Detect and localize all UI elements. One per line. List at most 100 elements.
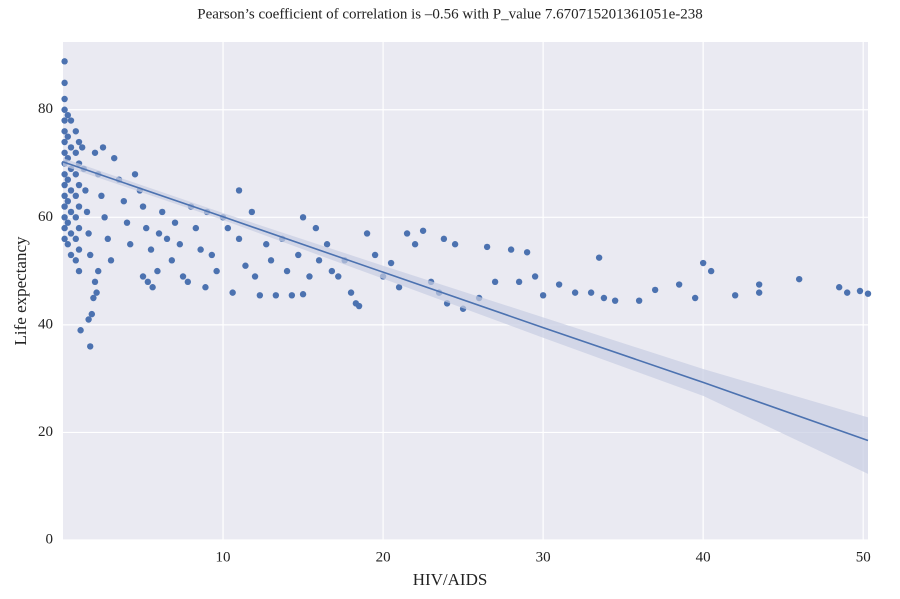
data-point (64, 197, 72, 205)
data-point (72, 214, 80, 221)
data-point (242, 262, 249, 269)
data-point (328, 267, 336, 275)
data-point (163, 235, 171, 243)
data-point (600, 294, 608, 302)
data-point (61, 149, 68, 156)
data-point (149, 284, 156, 291)
data-point (507, 246, 515, 253)
data-point (587, 289, 595, 296)
data-point (755, 289, 763, 296)
data-point (75, 267, 83, 275)
data-point (91, 149, 99, 156)
data-point (64, 241, 72, 248)
data-point (72, 171, 80, 178)
data-point (67, 251, 75, 259)
data-point (707, 267, 715, 275)
data-point (111, 154, 118, 162)
data-point (79, 144, 86, 151)
data-point (61, 235, 68, 243)
data-point (208, 251, 216, 259)
data-point (229, 289, 236, 296)
data-point (555, 281, 563, 288)
data-point (61, 128, 68, 135)
data-point (61, 106, 68, 113)
data-point (387, 259, 395, 267)
data-point (176, 241, 184, 248)
data-point (87, 343, 94, 350)
data-point (67, 208, 75, 216)
data-point (61, 171, 68, 178)
data-point (168, 257, 176, 264)
data-point (419, 227, 427, 234)
data-point (93, 289, 100, 296)
data-point (288, 292, 296, 299)
data-point (72, 257, 80, 264)
data-point (306, 273, 313, 280)
data-point (98, 192, 105, 200)
data-point (85, 230, 92, 237)
data-point (61, 224, 68, 232)
x-tick-label: 20 (376, 549, 391, 565)
data-point (731, 292, 739, 299)
data-point (523, 249, 531, 256)
data-point (315, 257, 323, 264)
data-point (61, 58, 68, 65)
data-point (72, 235, 80, 243)
data-point (159, 208, 166, 216)
data-point (299, 214, 307, 221)
data-point (127, 241, 134, 248)
data-point (87, 251, 94, 259)
data-point (67, 187, 75, 194)
data-point (179, 273, 187, 280)
data-point (64, 176, 72, 183)
data-point (72, 149, 80, 156)
data-point (440, 235, 448, 243)
data-point (75, 181, 83, 189)
data-point (312, 224, 320, 232)
data-point (61, 138, 68, 146)
data-point (120, 197, 128, 205)
data-point (75, 224, 83, 232)
data-point (403, 230, 411, 237)
data-point (595, 254, 603, 261)
data-point (99, 144, 107, 151)
data-point (295, 251, 302, 259)
data-point (88, 310, 96, 318)
data-point (61, 95, 68, 103)
plot-background (63, 42, 868, 540)
data-point (154, 267, 161, 275)
y-axis-label: Life expectancy (11, 236, 30, 346)
data-point (371, 251, 379, 259)
y-tick-label: 80 (38, 101, 53, 117)
data-point (155, 230, 163, 237)
data-point (363, 230, 371, 237)
data-point (143, 224, 150, 232)
data-point (90, 294, 97, 302)
data-point (72, 128, 80, 135)
data-point (197, 246, 204, 253)
data-point (61, 181, 68, 189)
data-point (571, 289, 579, 296)
data-point (323, 241, 331, 248)
regression-line (62, 161, 869, 442)
data-point (256, 292, 264, 299)
data-point (263, 241, 270, 248)
data-point (107, 257, 115, 264)
data-point (843, 289, 851, 296)
data-point (67, 144, 75, 151)
data-point (539, 292, 547, 299)
data-point (235, 187, 243, 194)
data-point (192, 224, 200, 232)
data-point (123, 219, 131, 226)
data-point (101, 214, 108, 221)
data-point (283, 267, 291, 275)
data-point (82, 187, 89, 194)
data-point (531, 273, 539, 280)
data-point (483, 243, 491, 251)
data-point (235, 235, 243, 243)
data-point (224, 224, 232, 232)
data-point (491, 278, 499, 286)
data-point (61, 79, 68, 87)
chart-title: Pearson’s coefficient of correlation is … (197, 6, 702, 22)
data-point (856, 287, 864, 295)
